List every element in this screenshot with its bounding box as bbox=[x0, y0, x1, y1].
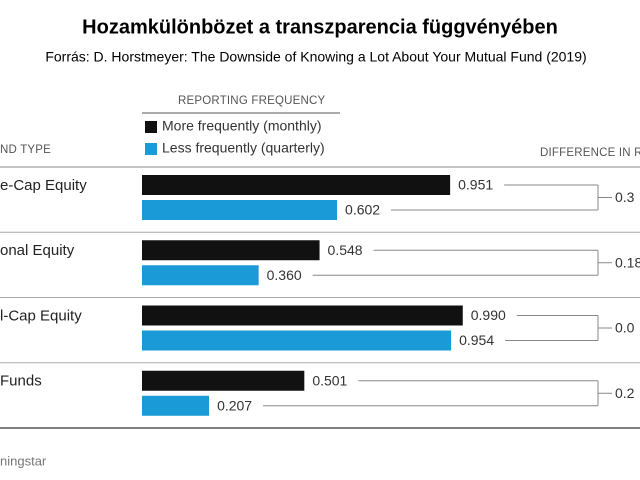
value-label: 0.602 bbox=[345, 202, 380, 218]
category-header: ND TYPE bbox=[0, 144, 51, 156]
value-label: 0.954 bbox=[459, 332, 494, 348]
source: ningstar bbox=[0, 453, 47, 468]
category-label: onal Equity bbox=[0, 242, 75, 259]
value-label: 0.990 bbox=[471, 307, 506, 323]
bar bbox=[142, 395, 210, 416]
difference-header: DIFFERENCE IN R bbox=[540, 147, 640, 159]
bar bbox=[142, 305, 463, 326]
chart-subtitle: Forrás: D. Horstmeyer: The Downside of K… bbox=[45, 49, 586, 65]
bar bbox=[142, 265, 259, 286]
legend-label: More frequently (monthly) bbox=[162, 118, 322, 134]
bar bbox=[142, 175, 451, 195]
difference-label: 0.3 bbox=[615, 189, 635, 205]
bar bbox=[142, 330, 452, 351]
legend-swatch bbox=[145, 121, 157, 133]
value-label: 0.548 bbox=[328, 242, 363, 258]
bar bbox=[142, 370, 305, 391]
category-label: e-Cap Equity bbox=[0, 177, 87, 194]
legend-title: REPORTING FREQUENCY bbox=[178, 95, 325, 107]
bar bbox=[142, 240, 320, 261]
category-label: Funds bbox=[0, 373, 42, 390]
chart-title: Hozamkülönbözet a transzparencia függvén… bbox=[82, 16, 558, 38]
bar bbox=[142, 200, 338, 220]
difference-label: 0.0 bbox=[615, 320, 635, 336]
legend-label: Less frequently (quarterly) bbox=[162, 140, 325, 156]
difference-label: 0.18 bbox=[615, 254, 640, 270]
legend-swatch bbox=[145, 143, 157, 155]
value-label: 0.501 bbox=[312, 372, 347, 388]
value-label: 0.360 bbox=[267, 267, 302, 283]
value-label: 0.207 bbox=[217, 397, 252, 413]
difference-label: 0.2 bbox=[615, 385, 635, 401]
category-label: l-Cap Equity bbox=[0, 307, 82, 324]
value-label: 0.951 bbox=[458, 177, 493, 193]
